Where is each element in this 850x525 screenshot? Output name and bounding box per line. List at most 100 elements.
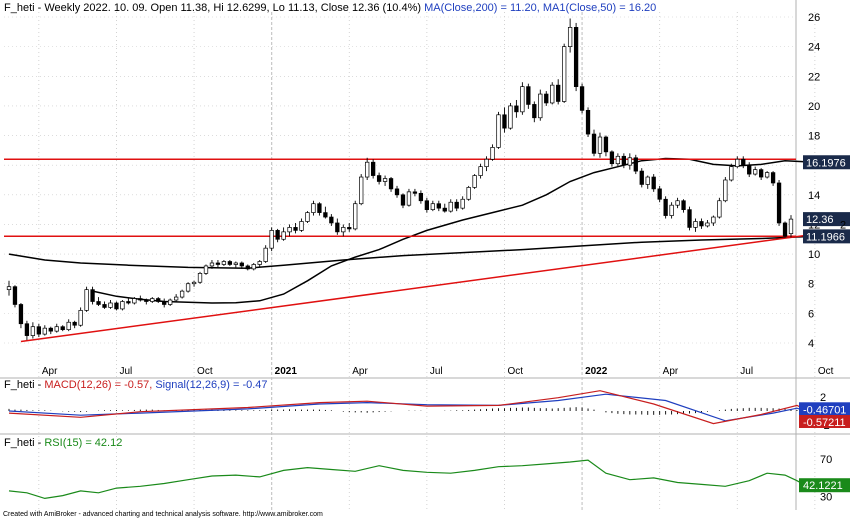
candle-body: [436, 203, 441, 209]
price-title-ma50: MA1(Close,50) = 16.20: [542, 2, 657, 14]
x-tick-label: 2021: [275, 366, 298, 377]
y-tick-label: 6: [808, 308, 814, 320]
price-value-label: 11.1966: [806, 231, 845, 243]
candle-body: [263, 247, 268, 262]
candle-body: [788, 218, 794, 234]
candle-body: [406, 191, 412, 206]
candle-body: [394, 188, 400, 196]
candle-body: [150, 298, 155, 302]
candle-body: [299, 221, 304, 231]
x-tick-label: Jul: [740, 366, 753, 377]
price-title-ma200: MA(Close,200) = 11.20,: [424, 2, 540, 14]
candle-body: [412, 191, 418, 194]
candle-body: [400, 194, 406, 206]
candle-body: [502, 114, 507, 129]
candle-body: [639, 170, 644, 185]
x-tick-label: Oct: [197, 366, 213, 377]
x-tick-label: Jul: [430, 366, 443, 377]
candle-body: [126, 301, 131, 304]
ma200-line: [8, 235, 815, 269]
candle-body: [675, 200, 680, 206]
candle-body: [275, 230, 280, 240]
candle-body: [42, 327, 47, 335]
candle-body: [185, 283, 191, 292]
candle-body: [764, 172, 770, 178]
candle-body: [227, 261, 233, 265]
x-tick-label: Apr: [352, 366, 368, 377]
candle-body: [132, 298, 137, 304]
candle-body: [173, 296, 179, 301]
candle-body: [120, 301, 125, 310]
candle-body: [651, 176, 656, 190]
candle-body: [472, 175, 477, 188]
candle-body: [376, 175, 382, 182]
candle-body: [179, 290, 185, 298]
candle-body: [520, 86, 525, 113]
candle-body: [490, 147, 495, 160]
candle-body: [281, 231, 286, 240]
candle-body: [36, 326, 41, 335]
rsi-value-label: 42.1221: [803, 480, 843, 492]
macd-title-signal: Signal(12,26,9) = -0.47: [155, 379, 268, 391]
candle-body: [711, 216, 716, 224]
candle-body: [693, 221, 698, 228]
candle-body: [353, 203, 358, 230]
price-title-prefix: F_heti - Weekly 2022. 10. 09. Open 11.38…: [4, 2, 425, 14]
macd-value-label: -0.46701: [803, 404, 846, 416]
candle-body: [215, 262, 221, 265]
price-value-label: 16.1976: [806, 157, 846, 169]
candle-body: [418, 192, 424, 202]
candle-body: [317, 203, 322, 213]
candle-body: [382, 178, 388, 182]
candle-body: [48, 327, 53, 332]
candle-body: [442, 207, 447, 212]
candle-body: [96, 301, 101, 305]
footer-credit: Created with AmiBroker - advanced charti…: [3, 511, 323, 518]
candle-body: [60, 326, 65, 331]
candle-body: [90, 289, 95, 302]
candle-body: [735, 158, 740, 168]
candle-body: [78, 310, 83, 326]
candle-body: [162, 301, 167, 305]
candle-body: [54, 326, 59, 332]
rsi-value-badge: [799, 478, 850, 493]
candle-body: [747, 164, 752, 175]
y-tick-label: 26: [808, 12, 820, 24]
candle-body: [484, 158, 489, 168]
candle-body: [657, 188, 662, 200]
candle-body: [430, 203, 435, 210]
candle-body: [603, 136, 609, 153]
price-value-badge: [803, 212, 850, 227]
candle-body: [287, 227, 292, 233]
candle-body: [514, 105, 519, 113]
candle-body: [550, 84, 555, 104]
candle-body: [102, 304, 107, 308]
candle-body: [365, 161, 370, 178]
price-value-badge: [803, 229, 850, 244]
x-tick-label: Oct: [507, 366, 523, 377]
candle-body: [239, 262, 244, 267]
candle-body: [448, 201, 453, 212]
candle-body: [203, 265, 209, 274]
y-tick-label-clipped: 2: [840, 219, 846, 231]
y-tick-label: 8: [808, 279, 814, 291]
candle-body: [729, 166, 734, 181]
candle-body: [556, 84, 561, 102]
candle-body: [6, 286, 12, 291]
candle-body: [66, 321, 71, 331]
candle-body: [687, 209, 692, 228]
candle-body: [496, 114, 501, 148]
candle-body: [329, 216, 334, 224]
macd-value-badge: [799, 414, 850, 428]
macd-pane-title: F_heti - MACD(12,26) = -0.57, Signal(12,…: [4, 379, 268, 391]
macd-title-macd: MACD(12,26) = -0.57,: [44, 379, 153, 391]
candle-body: [144, 299, 149, 302]
candle-body: [191, 281, 197, 285]
x-tick-label: Apr: [663, 366, 679, 377]
price-value-label: 12.36: [806, 214, 834, 226]
candle-body: [311, 203, 316, 213]
candle-body: [663, 198, 668, 216]
candle-body: [293, 227, 298, 231]
trendline: [20, 232, 821, 343]
